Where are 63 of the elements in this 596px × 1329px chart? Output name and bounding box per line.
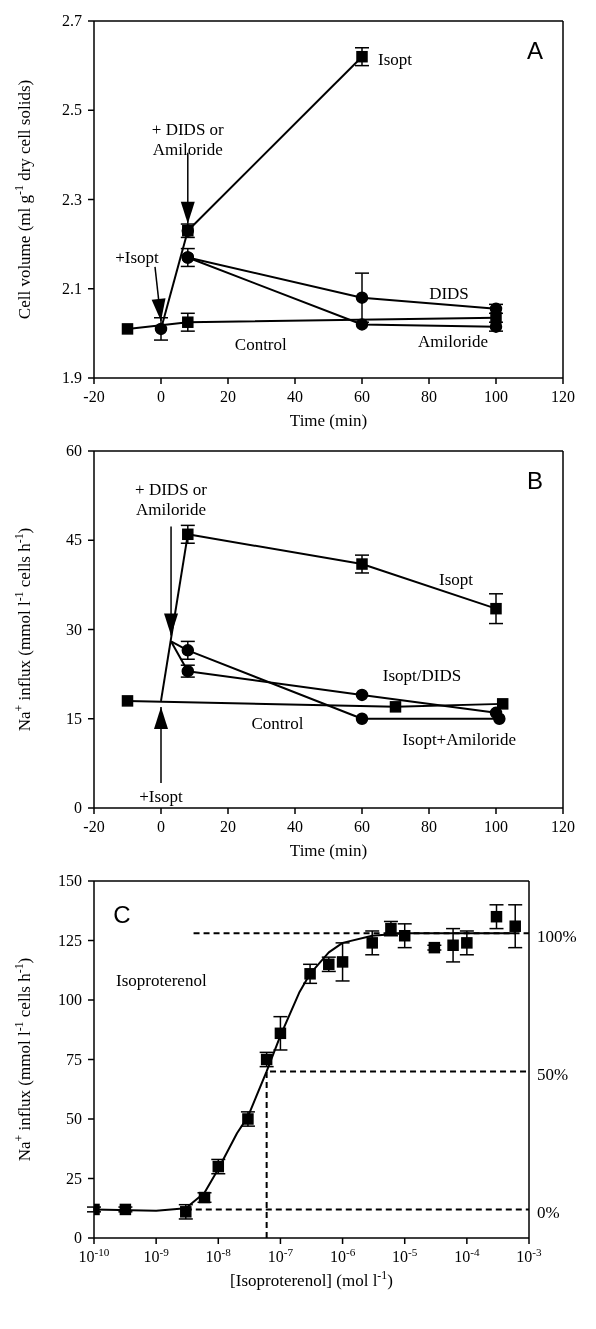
annotation: 50% (537, 1065, 569, 1085)
y-tick-label: 0 (74, 1229, 82, 1246)
y-tick-label: 100 (58, 991, 82, 1008)
x-tick-label: 0 (157, 388, 165, 405)
series-label: DIDS (429, 283, 469, 303)
x-tick-label: 60 (354, 388, 370, 405)
x-tick-label: 120 (551, 388, 575, 405)
x-tick-label: 100 (484, 818, 508, 835)
x-tick-label: 10$^{-3}$ (516, 1246, 543, 1265)
series-label: Isopt (439, 569, 474, 589)
series-label: Isopt/DIDS (382, 665, 462, 685)
y-tick-label: 45 (66, 531, 82, 549)
y-tick-label: 1.9 (62, 369, 82, 386)
x-tick-label: -20 (83, 818, 105, 835)
x-tick-label: 10$^{-6}$ (329, 1246, 356, 1265)
y-tick-label: 30 (66, 620, 82, 638)
series-label: Control (234, 335, 288, 355)
annotation: C (113, 901, 131, 928)
x-tick-label: -20 (83, 388, 105, 405)
y-tick-label: 2.7 (62, 12, 82, 29)
x-tick-label: 10$^{-10}$ (78, 1246, 110, 1265)
series-label: Isopt (378, 49, 413, 69)
x-tick-label: 100 (484, 388, 508, 405)
annotation: +Isopt (115, 247, 160, 267)
x-tick-label: 80 (421, 388, 437, 405)
annotation: + DIDS or Amiloride (135, 480, 208, 520)
x-tick-label: 40 (287, 818, 303, 835)
x-axis-title: Time (min) (289, 841, 368, 860)
y-tick-label: 75 (66, 1050, 82, 1068)
x-tick-label: 10$^{-4}$ (454, 1246, 480, 1265)
x-tick-label: 10$^{-8}$ (205, 1246, 232, 1265)
annotation: A (526, 37, 544, 64)
y-tick-label: 2.1 (62, 279, 82, 297)
annotation: B (526, 467, 544, 494)
y-tick-label: 2.3 (62, 190, 82, 208)
x-tick-label: 10$^{-5}$ (392, 1246, 418, 1265)
x-tick-label: 80 (421, 818, 437, 835)
x-axis-title: Time (min) (289, 411, 368, 430)
y-tick-label: 25 (66, 1169, 82, 1187)
annotation: +Isopt (139, 786, 184, 806)
x-tick-label: 10$^{-9}$ (143, 1246, 170, 1265)
y-tick-label: 125 (58, 931, 82, 949)
annotation: 100% (537, 927, 577, 947)
series-label: Amiloride (418, 331, 488, 351)
y-tick-label: 15 (66, 709, 82, 727)
x-tick-label: 60 (354, 818, 370, 835)
x-tick-label: 20 (220, 388, 236, 405)
x-axis-title: [Isoproterenol] (mol l$^{-1}$) (230, 1268, 393, 1290)
annotation: Isoproterenol (116, 971, 207, 990)
y-tick-label: 150 (58, 872, 82, 889)
x-tick-label: 20 (220, 818, 236, 835)
y-tick-label: 50 (66, 1110, 82, 1127)
x-tick-label: 120 (551, 818, 575, 835)
y-tick-label: 0 (74, 799, 82, 816)
annotation: + DIDS or Amiloride (151, 119, 225, 159)
series-label: Isopt+Amiloride (402, 729, 517, 749)
series-label: Control (251, 713, 304, 733)
x-tick-label: 0 (157, 818, 165, 835)
x-tick-label: 10$^{-7}$ (267, 1246, 294, 1265)
y-tick-label: 60 (66, 442, 82, 459)
x-tick-label: 40 (287, 388, 303, 405)
annotation: 0% (537, 1203, 560, 1223)
y-tick-label: 2.5 (62, 101, 82, 119)
